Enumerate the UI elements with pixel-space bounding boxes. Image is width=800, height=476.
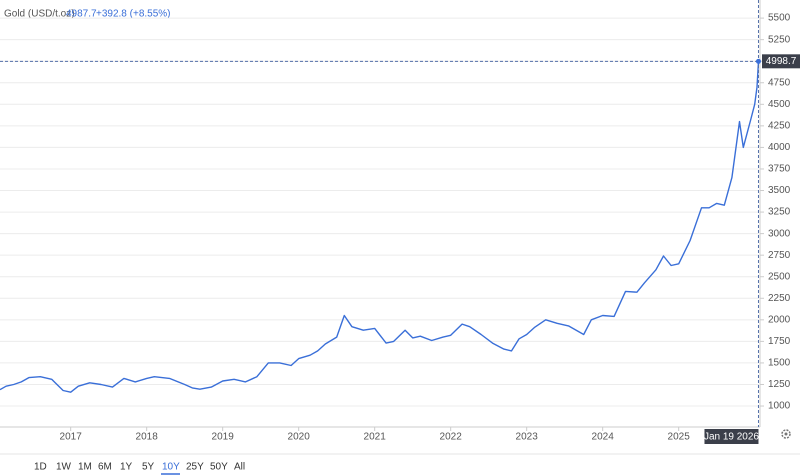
range-button[interactable]: 25Y xyxy=(186,462,204,473)
range-button[interactable]: 1W xyxy=(56,462,72,473)
y-tick-label: 4750 xyxy=(768,77,791,88)
y-tick-label: 1000 xyxy=(768,401,791,412)
y-tick-label: 2500 xyxy=(768,271,791,282)
y-tick-label: 3250 xyxy=(768,207,791,218)
range-button-label: 10Y xyxy=(162,462,180,473)
x-tick-label: 2019 xyxy=(212,432,235,443)
range-button-label: 1M xyxy=(78,462,92,473)
settings-icon[interactable] xyxy=(781,429,791,439)
y-tick-label: 5500 xyxy=(768,13,791,24)
crosshair-x-label: Jan 19 2026 xyxy=(704,432,759,443)
x-tick-label: 2018 xyxy=(136,432,159,443)
y-tick-label: 4000 xyxy=(768,142,791,153)
gear-center xyxy=(784,432,788,436)
range-button-label: All xyxy=(234,462,245,473)
range-button-label: 5Y xyxy=(142,462,155,473)
y-tick-label: 1250 xyxy=(768,379,791,390)
chart-title: Gold (USD/t.oz) xyxy=(4,9,75,20)
price: 4987.7 xyxy=(66,9,97,20)
range-button[interactable]: 1D xyxy=(34,462,47,473)
range-button[interactable]: 10Y xyxy=(161,462,180,475)
y-tick-label: 3500 xyxy=(768,185,791,196)
price-line xyxy=(0,61,760,393)
x-tick-label: 2020 xyxy=(288,432,311,443)
y-tick-label: 2250 xyxy=(768,293,791,304)
x-tick-label: 2021 xyxy=(364,432,387,443)
y-tick-label: 2000 xyxy=(768,314,791,325)
range-button[interactable]: All xyxy=(234,462,245,473)
x-tick-label: 2022 xyxy=(440,432,463,443)
price-change: +392.8 (+8.55%) xyxy=(96,9,171,20)
crosshair-dot xyxy=(755,58,761,64)
range-button-label: 1D xyxy=(34,462,47,473)
range-button[interactable]: 5Y xyxy=(142,462,155,473)
range-button[interactable]: 1Y xyxy=(120,462,133,473)
x-tick-label: 2023 xyxy=(516,432,539,443)
range-button-label: 25Y xyxy=(186,462,204,473)
y-tick-label: 5250 xyxy=(768,34,791,45)
x-tick-label: 2024 xyxy=(592,432,615,443)
y-tick-label: 3750 xyxy=(768,164,791,175)
range-button-label: 1W xyxy=(56,462,72,473)
y-tick-label: 3000 xyxy=(768,228,791,239)
y-tick-label: 2750 xyxy=(768,250,791,261)
crosshair-x-box xyxy=(704,429,759,444)
y-tick-label: 1500 xyxy=(768,358,791,369)
y-tick-label: 1750 xyxy=(768,336,791,347)
range-button[interactable]: 6M xyxy=(98,462,112,473)
range-button-label: 50Y xyxy=(210,462,228,473)
x-tick-label: 2025 xyxy=(668,432,691,443)
range-button[interactable]: 50Y xyxy=(210,462,228,473)
crosshair-y-label: 4998.7 xyxy=(766,56,797,67)
crosshair-y-box xyxy=(762,54,800,69)
grid xyxy=(0,17,760,407)
y-tick-label: 4500 xyxy=(768,99,791,110)
range-button[interactable]: 1M xyxy=(78,462,92,473)
gear xyxy=(781,429,791,439)
y-tick-label: 4250 xyxy=(768,121,791,132)
range-button-label: 6M xyxy=(98,462,112,473)
x-tick-label: 2017 xyxy=(60,432,83,443)
range-button-label: 1Y xyxy=(120,462,133,473)
